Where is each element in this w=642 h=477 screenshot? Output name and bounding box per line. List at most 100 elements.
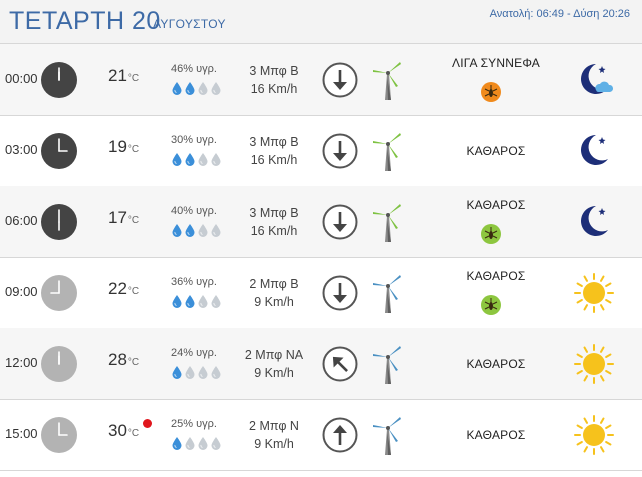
drop-empty-icon (211, 153, 221, 166)
wind-turbine (370, 344, 406, 384)
mosquito-indicator (481, 82, 501, 102)
drop-empty-icon (211, 295, 221, 308)
drop-filled-icon (172, 82, 182, 95)
weather-icon (572, 58, 616, 102)
temperature-value: 22 (108, 279, 127, 298)
clock (41, 417, 77, 453)
condition-label: ΚΑΘΑΡΟΣ (466, 269, 526, 283)
temperature-value: 21 (108, 66, 127, 85)
wind-direction (322, 62, 358, 98)
wind-direction-arrow-icon (322, 275, 358, 311)
wind: 2 Μπφ Ν 9 Km/h (238, 417, 310, 453)
forecast-row: 15:00 30°C 25% υγρ. 2 Μπφ Ν 9 Km/h ΚΑΘΑΡΟΣ (0, 399, 642, 471)
wind-speed: 9 Km/h (254, 295, 294, 309)
mosquito-icon (481, 82, 501, 102)
condition-label: ΚΑΘΑΡΟΣ (466, 357, 526, 371)
time-label: 00:00 (5, 71, 38, 86)
forecast-row: 12:00 28°C 24% υγρ. 2 Μπφ ΝΑ 9 Km/h ΚΑΘΑΡΟΣ (0, 328, 642, 400)
wind-speed: 9 Km/h (254, 437, 294, 451)
wind-force: 3 Μπφ Β (249, 64, 299, 78)
wind: 2 Μπφ Β 9 Km/h (238, 275, 310, 311)
drop-empty-icon (211, 437, 221, 450)
temperature-unit: °C (127, 286, 140, 297)
humidity-drops (171, 294, 223, 308)
drop-empty-icon (211, 224, 221, 237)
clock (41, 62, 77, 98)
forecast-row: 00:00 21°C 46% υγρ. 3 Μπφ Β 16 Km/h ΛΙΓΑ ΣΥΝΝ… (0, 44, 642, 116)
time-label: 12:00 (5, 355, 38, 370)
temperature: 19°C (108, 137, 139, 157)
humidity: 30% υγρ. (171, 134, 217, 146)
wind-turbine (370, 202, 406, 242)
wind-speed: 16 Km/h (250, 224, 298, 238)
day-month: ΑΥΓΟΥΣΤΟΥ (153, 17, 226, 31)
humidity: 25% υγρ. (171, 418, 217, 430)
time-label: 03:00 (5, 142, 38, 157)
temperature: 28°C (108, 350, 139, 370)
wind-force: 2 Μπφ Β (249, 277, 299, 291)
sun-icon (574, 273, 614, 313)
temperature-value: 30 (108, 421, 127, 440)
clock-icon (41, 204, 77, 240)
wind: 2 Μπφ ΝΑ 9 Km/h (238, 346, 310, 382)
weather-icon (572, 342, 616, 386)
temperature-unit: °C (127, 73, 140, 84)
sun-icon (574, 415, 614, 455)
humidity: 46% υγρ. (171, 63, 217, 75)
drop-empty-icon (198, 153, 208, 166)
drop-empty-icon (198, 224, 208, 237)
wind-turbine (370, 131, 406, 171)
weather-icon (572, 200, 616, 244)
drop-empty-icon (185, 366, 195, 379)
wind: 3 Μπφ Β 16 Km/h (238, 62, 310, 98)
clock (41, 204, 77, 240)
weather-icon (572, 413, 616, 457)
condition-label: ΚΑΘΑΡΟΣ (466, 198, 526, 212)
wind-direction (322, 133, 358, 169)
drop-empty-icon (211, 82, 221, 95)
temperature: 17°C (108, 208, 139, 228)
wind-force: 2 Μπφ ΝΑ (244, 348, 304, 362)
drop-filled-icon (172, 295, 182, 308)
wind-turbine (370, 415, 406, 455)
wind-force: 3 Μπφ Β (249, 206, 299, 220)
forecast-row: 06:00 17°C 40% υγρ. 3 Μπφ Β 16 Km/h ΚΑΘΑΡΟΣ (0, 186, 642, 258)
drop-empty-icon (198, 437, 208, 450)
condition-label: ΛΙΓΑ ΣΥΝΝΕΦΑ (452, 56, 540, 70)
temperature: 21°C (108, 66, 139, 86)
moon-cloud-icon (581, 64, 614, 94)
wind-speed: 9 Km/h (254, 366, 294, 380)
mosquito-indicator (481, 224, 501, 244)
moon-star-icon (581, 206, 608, 236)
wind-direction-arrow-icon (322, 417, 358, 453)
humidity: 24% υγρ. (171, 347, 217, 359)
humidity-drops (171, 223, 223, 237)
humidity-drops (171, 436, 223, 450)
sun-icon (574, 344, 614, 384)
forecast-row: 09:00 22°C 36% υγρ. 2 Μπφ Β 9 Km/h ΚΑΘΑΡΟΣ (0, 257, 642, 329)
drop-filled-icon (172, 437, 182, 450)
temperature: 22°C (108, 279, 139, 299)
wind-turbine (370, 60, 406, 100)
condition-label: ΚΑΘΑΡΟΣ (466, 144, 526, 158)
humidity-drops (171, 152, 223, 166)
temperature: 30°C (108, 421, 139, 441)
drop-empty-icon (198, 82, 208, 95)
wind-direction-arrow-icon (322, 133, 358, 169)
wind-direction (322, 275, 358, 311)
drop-empty-icon (198, 295, 208, 308)
drop-empty-icon (211, 366, 221, 379)
drop-empty-icon (185, 437, 195, 450)
wind-force: 3 Μπφ Β (249, 135, 299, 149)
time-label: 15:00 (5, 426, 38, 441)
moon-star-icon (581, 135, 608, 165)
time-label: 06:00 (5, 213, 38, 228)
clock-icon (41, 346, 77, 382)
clock-icon (41, 417, 77, 453)
weather-icon (572, 129, 616, 173)
sunrise-sunset: Ανατολή: 06:49 - Δύση 20:26 (489, 8, 630, 20)
wind-turbine-icon (373, 346, 401, 384)
wind-turbine-icon (373, 62, 401, 100)
temperature-value: 17 (108, 208, 127, 227)
wind-turbine (370, 273, 406, 313)
